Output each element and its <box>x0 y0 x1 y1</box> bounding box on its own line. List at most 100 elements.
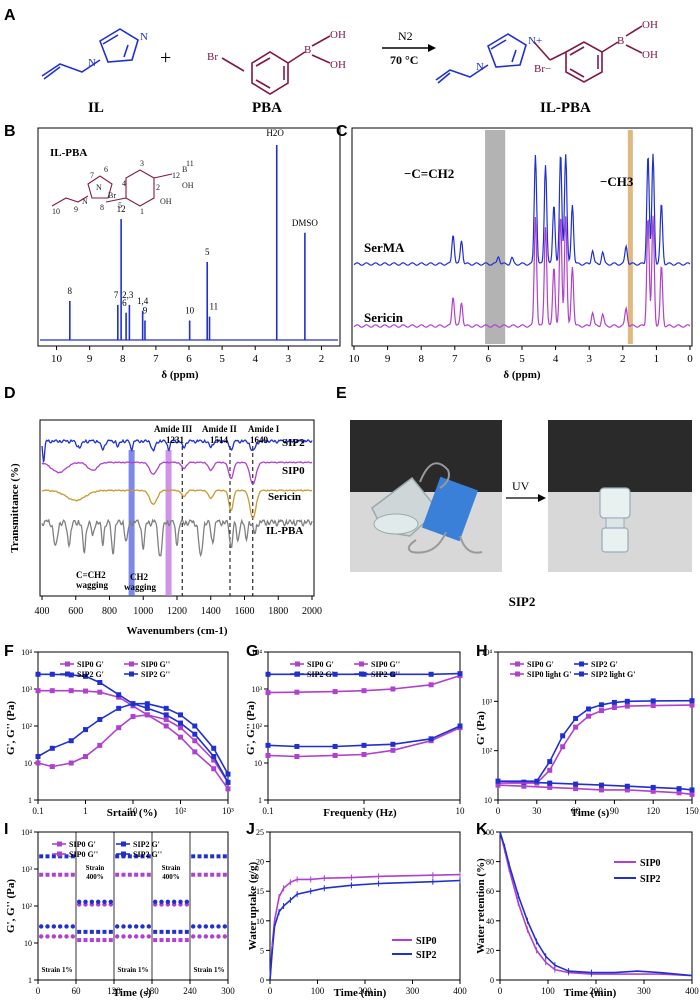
data-point <box>163 716 169 722</box>
data-point <box>68 760 74 766</box>
c-xtick-label: 10 <box>349 353 361 365</box>
d-label-sericin: Sericin <box>268 491 301 503</box>
series-line <box>499 831 693 977</box>
data-point <box>611 699 617 705</box>
c-label-serma: SerMA <box>364 240 405 255</box>
d-label-sip2: SIP2 <box>282 437 305 449</box>
legend-marker <box>65 661 70 667</box>
data-point <box>650 788 656 794</box>
ytick-label: 0 <box>260 976 264 985</box>
data-point <box>114 924 120 929</box>
data-point <box>265 742 271 748</box>
d-amide3-val: 1231 <box>166 435 185 445</box>
data-point <box>211 753 217 759</box>
data-point <box>457 723 463 729</box>
xtick-label: 300 <box>221 986 235 996</box>
data-point <box>184 899 190 904</box>
xtick-label: 200 <box>589 986 603 996</box>
data-point <box>140 934 145 939</box>
data-point <box>178 899 183 904</box>
data-point <box>265 671 271 677</box>
data-point <box>163 705 169 711</box>
data-point <box>64 872 69 877</box>
data-point <box>146 934 152 939</box>
data-point <box>127 934 133 939</box>
data-point <box>191 872 196 877</box>
legend-marker <box>129 671 134 677</box>
ytick-label: 1 <box>28 976 32 985</box>
j-xlabel: Time (min) <box>334 987 387 999</box>
e-photo-after <box>548 420 692 572</box>
h-ylabel: G' (Pa) <box>475 711 487 745</box>
data-point <box>89 899 95 904</box>
c-xtick-label: 4 <box>553 353 559 365</box>
ytick-label: 5 <box>260 946 264 955</box>
data-point <box>64 854 69 859</box>
ytick-label: 10² <box>22 722 33 731</box>
data-point <box>116 725 122 731</box>
data-point <box>222 854 227 859</box>
data-point <box>89 938 94 943</box>
data-point <box>294 689 300 695</box>
ytick-label: 10 <box>24 759 32 768</box>
xtick-label: 0.1 <box>32 806 43 816</box>
data-point <box>133 924 139 929</box>
b-peak-label: 6 <box>122 298 127 308</box>
data-point <box>134 854 139 859</box>
data-point <box>144 701 150 707</box>
data-point <box>76 899 82 904</box>
d-xlabel: Wavenumbers (cm-1) <box>126 625 227 637</box>
legend-label: SIP0 G' <box>307 660 334 669</box>
xtick-label: 0.1 <box>262 806 273 816</box>
data-point <box>598 782 604 788</box>
c-label-sericin: Sericin <box>364 310 404 325</box>
panel-letter-a: A <box>4 7 16 24</box>
data-point <box>197 872 202 877</box>
data-point <box>689 791 695 797</box>
xtick-label: 400 <box>453 986 467 996</box>
d-sip0-line <box>41 461 313 485</box>
product-label: IL-PBA <box>540 100 591 116</box>
c-xtick-label: 7 <box>452 353 458 365</box>
panel-letter-c: C <box>336 123 348 140</box>
d-amide1: Amide I <box>248 424 280 434</box>
xtick-label: 0 <box>268 986 273 996</box>
il-structure <box>41 28 139 80</box>
b-peak-label: 7 <box>114 290 119 300</box>
panel-letter-f: F <box>4 643 14 660</box>
data-point <box>146 924 152 929</box>
data-point <box>140 872 145 877</box>
data-point <box>96 938 101 943</box>
plot-k: 0 100 200 300 400 0 20 40 60 80 100 SIP0 SIP2 <box>482 828 699 996</box>
d-xtick-label: 1600 <box>235 606 255 617</box>
i-strain-lo: Strain 1% <box>118 966 149 974</box>
d-label-ilpba: IL-PBA <box>266 525 303 537</box>
data-point <box>115 854 120 859</box>
data-point <box>428 682 434 688</box>
b-struct-num: 6 <box>104 165 108 174</box>
data-point <box>77 929 82 934</box>
ytick-label: 10⁴ <box>481 648 492 657</box>
c-frame <box>351 127 693 347</box>
b-struct-num: 12 <box>172 171 180 180</box>
data-point <box>192 731 198 737</box>
data-point <box>547 759 553 765</box>
d-axis: 400 600 800 1000 1200 1400 1600 1800 2000 <box>35 596 322 617</box>
panel-letter-i: I <box>4 821 8 838</box>
b-xtick-label: 5 <box>219 353 225 365</box>
b-peak-label: 12 <box>117 204 126 214</box>
il-n-label-1: N <box>140 31 148 43</box>
data-point <box>70 924 76 929</box>
legend-marker <box>515 671 520 677</box>
data-point <box>51 872 56 877</box>
d-xtick-label: 400 <box>35 606 50 617</box>
ytick-label: 25 <box>256 828 264 837</box>
legend-label: SIP2 G' <box>591 660 618 669</box>
data-point <box>650 703 656 709</box>
b-peak-label: 8 <box>68 286 73 296</box>
legend-label: SIP0 G' <box>77 660 104 669</box>
data-point <box>192 749 198 755</box>
data-point <box>265 690 271 696</box>
